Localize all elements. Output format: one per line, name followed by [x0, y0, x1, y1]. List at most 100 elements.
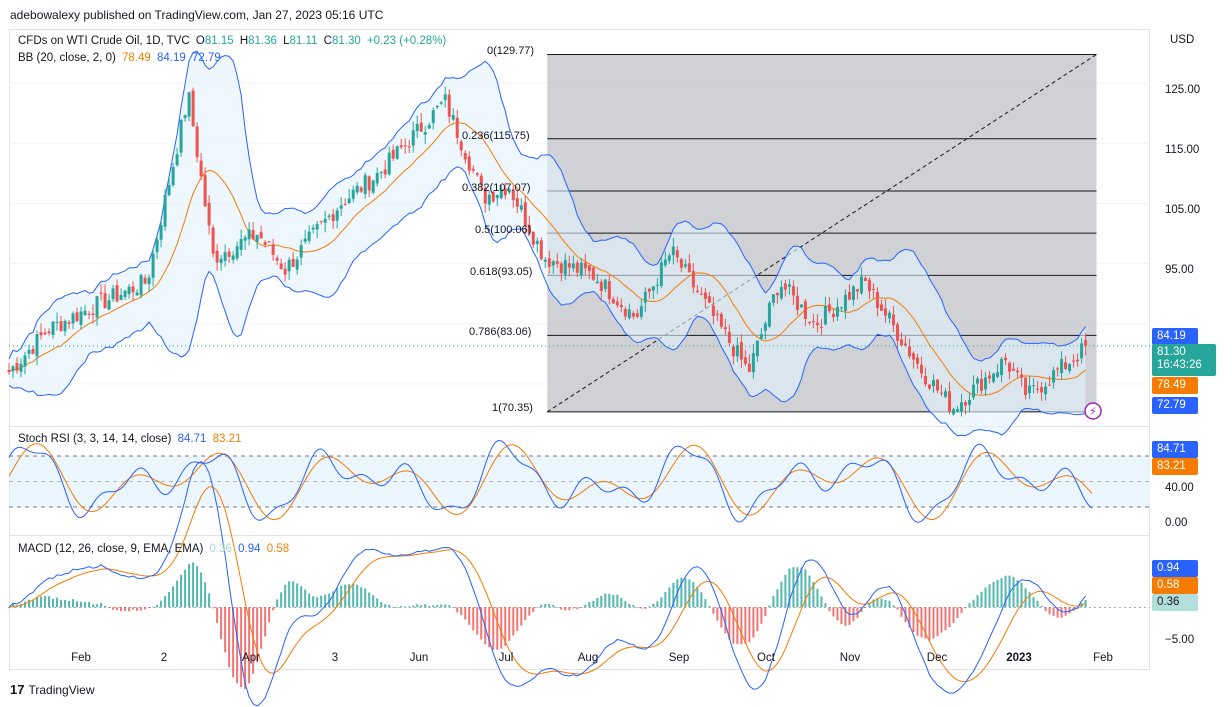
- macd-hist-bar: [468, 607, 471, 625]
- bb-basis-value: 78.49: [122, 52, 151, 64]
- macd-hist-bar: [688, 579, 691, 608]
- candle-down: [1008, 362, 1012, 372]
- lightning-event-icon: [1084, 402, 1102, 420]
- macd-hist-bar: [132, 607, 135, 610]
- candle-up: [683, 264, 687, 267]
- candle-down: [391, 149, 395, 159]
- candle-up: [111, 288, 115, 300]
- candle-up: [287, 259, 291, 272]
- macd-hist-bar: [156, 604, 159, 608]
- candle-up: [187, 92, 191, 117]
- candle-down: [1012, 368, 1016, 371]
- candle-up: [595, 281, 599, 284]
- change-value: +0.23 (+0.28%): [366, 35, 447, 47]
- currency-label: USD: [1170, 34, 1195, 46]
- macd-hist-bar: [992, 581, 995, 608]
- candle-down: [455, 117, 459, 138]
- macd-signal-line: [8, 486, 1086, 683]
- macd-hist-bar: [420, 605, 423, 608]
- macd-hist-bar: [180, 574, 183, 608]
- macd-hist-bar: [820, 596, 823, 608]
- macd-hist-bar: [880, 598, 883, 608]
- macd-hist-bar: [588, 602, 591, 608]
- macd-hist-bar: [384, 604, 387, 608]
- macd-hist-bar: [380, 602, 383, 608]
- candle-up: [55, 321, 59, 323]
- macd-hist-bar: [316, 597, 319, 608]
- macd-hist-bar: [1056, 607, 1059, 618]
- macd-hist-bar: [392, 606, 395, 608]
- macd-hist-bar: [476, 607, 479, 635]
- pane-separator: [9, 426, 1150, 427]
- candle-up: [435, 105, 439, 108]
- symbol-label: CFDs on WTI Crude Oil, 1D, TVC: [18, 35, 190, 47]
- macd-hist-bar: [448, 605, 451, 608]
- candle-up: [139, 275, 143, 296]
- macd-hist-bar: [528, 607, 531, 616]
- candle-up: [63, 320, 67, 332]
- candle-up: [379, 171, 383, 173]
- candle-down: [59, 321, 63, 332]
- macd-hist-bar: [116, 607, 119, 611]
- candle-up: [1080, 343, 1084, 359]
- macd-hist-bar: [268, 607, 271, 623]
- macd-hist-bar: [888, 600, 891, 608]
- candle-up: [1060, 358, 1064, 373]
- tradingview-footer[interactable]: 17 TradingView: [10, 682, 95, 697]
- candle-up: [127, 286, 131, 294]
- candle-down: [491, 192, 495, 202]
- candle-down: [875, 291, 879, 308]
- candle-up: [79, 311, 83, 325]
- macd-hist-bar: [672, 582, 675, 608]
- macd-hist-bar: [324, 594, 327, 608]
- candle-down: [399, 145, 403, 148]
- candle-down: [715, 313, 719, 315]
- macd-hist-bar: [100, 602, 103, 608]
- candle-down: [475, 173, 479, 175]
- bb-basis-line: [8, 122, 1086, 396]
- candle-down: [739, 342, 743, 360]
- macd-hist-bar: [544, 604, 547, 608]
- macd-hist-bar: [196, 566, 199, 608]
- macd-hist-bar: [944, 607, 947, 631]
- candle-down: [775, 292, 779, 296]
- macd-hist-bar: [604, 593, 607, 608]
- macd-hist-bar: [664, 591, 667, 608]
- candle-up: [119, 295, 123, 301]
- macd-hist-tag: 0.36: [1152, 594, 1198, 611]
- candle-down: [895, 324, 899, 341]
- candle-up: [1000, 358, 1004, 376]
- macd-hist-bar: [848, 607, 851, 626]
- macd-hist-bar: [416, 604, 419, 608]
- candle-down: [583, 262, 587, 269]
- candle-up: [835, 306, 839, 317]
- macd-hist-bar: [524, 607, 527, 621]
- macd-hist-bar: [60, 599, 63, 608]
- macd-hist-bar: [596, 597, 599, 608]
- candle-down: [87, 313, 91, 315]
- macd-hist-bar: [472, 607, 475, 631]
- candle-up: [655, 284, 659, 286]
- candle-down: [531, 231, 535, 245]
- candle-down: [863, 277, 867, 282]
- macd-hist-bar: [244, 607, 247, 689]
- candle-down: [419, 122, 423, 132]
- candle-up: [627, 309, 631, 319]
- candle-down: [575, 262, 579, 273]
- macd-hist-bar: [1000, 578, 1003, 608]
- macd-hist-bar: [188, 563, 191, 608]
- candle-down: [879, 304, 883, 311]
- macd-hist-bar: [500, 607, 503, 649]
- candle-up: [571, 263, 575, 269]
- macd-hist-bar: [352, 583, 355, 608]
- countdown-value: 16:43:26: [1157, 359, 1202, 371]
- candle-down: [211, 227, 215, 254]
- macd-signal-tag: 0.58: [1152, 577, 1198, 594]
- macd-hist-bar: [900, 607, 903, 617]
- candle-up: [159, 224, 163, 240]
- candle-down: [723, 327, 727, 330]
- candle-down: [703, 292, 707, 299]
- candle-up: [235, 246, 239, 259]
- macd-hist-bar: [792, 567, 795, 608]
